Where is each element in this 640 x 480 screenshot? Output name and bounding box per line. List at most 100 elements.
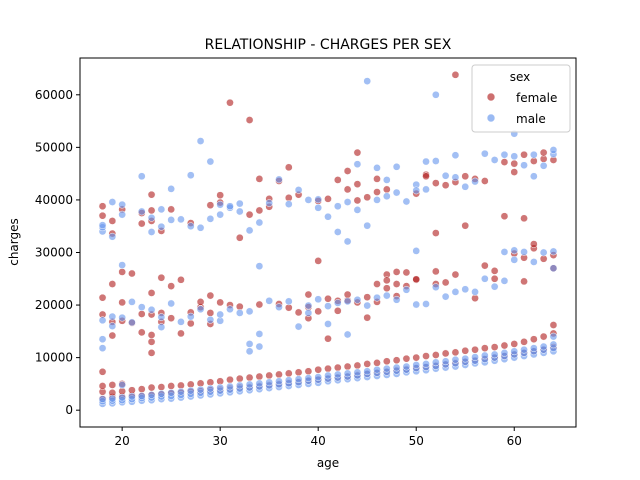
point-male-280 [549,247,558,256]
point-female-218 [510,159,519,168]
point-female-156 [382,357,391,366]
point-male-219 [441,171,450,180]
point-male-20 [118,313,127,322]
point-female-92 [255,300,264,309]
point-female-234 [539,148,548,157]
point-female-173 [412,275,421,284]
point-female-7 [98,202,107,211]
point-male-171 [363,77,372,85]
point-female-145 [363,360,372,368]
point-male-211 [431,358,440,367]
point-female-131 [333,176,342,184]
point-male-15 [108,198,117,206]
point-male-22 [118,210,127,219]
point-male-113 [265,297,274,305]
point-male-44 [157,323,166,331]
point-male-262 [520,248,528,256]
point-male-79 [216,383,225,392]
point-female-41 [147,206,156,215]
point-female-20 [118,298,127,307]
point-male-118 [275,303,283,311]
point-male-198 [412,361,421,369]
point-female-226 [530,335,538,344]
point-male-5 [98,316,107,325]
point-female-171 [412,353,421,362]
point-male-225 [451,173,460,182]
y-tick-label-40000: 40000 [35,193,73,207]
point-female-109 [294,368,303,377]
point-female-119 [314,307,323,316]
point-male-160 [343,198,352,206]
point-male-114 [265,199,274,207]
point-female-221 [520,277,528,286]
point-female-71 [206,291,215,300]
point-female-182 [431,267,440,276]
y-tick-label-20000: 20000 [35,298,73,312]
point-male-62 [186,312,195,321]
point-female-96 [265,371,274,380]
point-female-81 [226,98,234,107]
point-male-106 [255,342,264,351]
point-male-234 [471,288,479,296]
y-tick-label-30000: 30000 [35,245,73,259]
point-male-249 [500,248,509,256]
point-female-142 [353,180,362,188]
point-female-35 [147,349,156,357]
point-female-52 [167,282,176,290]
point-male-254 [510,347,519,356]
point-female-217 [510,168,519,176]
point-female-83 [235,374,244,383]
point-female-147 [363,313,372,322]
point-male-138 [314,373,323,381]
point-male-18 [118,393,127,402]
point-male-194 [402,285,411,294]
point-male-187 [392,363,401,372]
point-female-120 [314,257,323,265]
point-female-135 [343,290,352,299]
point-male-33 [137,207,146,216]
point-male-92 [235,381,244,390]
point-male-163 [353,368,362,377]
point-female-42 [147,190,156,199]
point-female-47 [157,273,166,282]
point-male-57 [177,318,185,326]
point-male-152 [333,228,342,236]
point-male-27 [128,318,136,327]
point-male-272 [539,342,548,351]
point-male-175 [373,365,381,374]
point-female-88 [245,116,254,124]
point-male-147 [324,212,332,221]
point-female-178 [422,172,430,181]
point-female-60 [186,319,195,328]
point-male-141 [314,195,323,204]
x-tick-label-30: 30 [213,434,228,448]
point-female-37 [147,331,156,339]
point-male-217 [441,357,450,366]
point-male-45 [157,313,166,321]
point-male-75 [206,215,215,223]
point-male-101 [245,307,254,316]
point-female-224 [520,150,528,159]
point-female-77 [216,191,225,200]
point-male-74 [206,315,215,324]
point-male-267 [530,258,538,266]
point-female-6 [98,211,107,220]
point-male-123 [284,297,293,306]
point-male-61 [186,386,195,395]
point-male-34 [137,172,146,181]
point-male-119 [275,175,283,184]
point-female-207 [490,343,499,351]
point-male-222 [451,355,460,364]
point-male-277 [549,340,558,349]
point-female-212 [500,212,509,221]
point-male-190 [392,162,401,171]
point-male-207 [422,157,430,166]
point-male-228 [461,354,470,363]
point-female-152 [373,280,381,288]
point-male-268 [530,172,538,181]
point-female-191 [451,270,460,279]
point-female-129 [333,306,342,315]
point-female-158 [382,284,391,293]
point-female-15 [108,217,117,225]
point-female-110 [294,308,303,317]
